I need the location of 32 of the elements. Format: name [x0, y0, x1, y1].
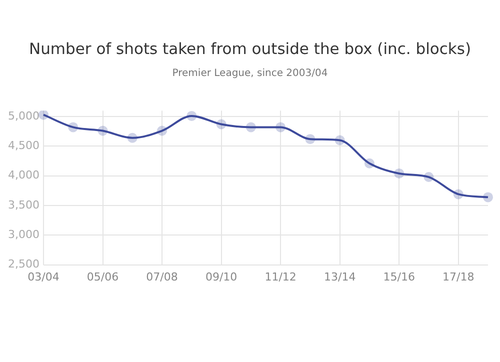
point — [424, 172, 434, 182]
x-tick-label: 09/10 — [205, 270, 238, 284]
point — [246, 122, 256, 132]
point — [216, 119, 226, 130]
point — [68, 122, 78, 132]
y-tick-label: 5,000 — [8, 109, 40, 122]
x-tick-label: 05/06 — [86, 270, 119, 284]
point — [453, 189, 464, 200]
y-tick-label: 3,500 — [8, 198, 40, 212]
point — [98, 126, 108, 136]
x-tick-label: 17/18 — [442, 270, 474, 284]
y-tick-label: 2,500 — [8, 258, 40, 271]
point — [127, 132, 138, 143]
point — [157, 126, 168, 136]
x-tick-label: 03/04 — [28, 270, 60, 284]
y-tick-label: 3,000 — [8, 228, 40, 242]
chart-title: Number of shots taken from outside the box (inc. blocks) — [28, 40, 472, 58]
y-tick-label: 4,500 — [8, 139, 40, 152]
x-tick-label: 13/14 — [324, 270, 356, 284]
x-tick-label: 07/08 — [146, 270, 178, 284]
point — [38, 110, 48, 120]
x-tick-label: 11/12 — [264, 270, 296, 284]
y-tick-label: 4,000 — [8, 168, 40, 182]
point — [394, 168, 404, 178]
chart-subtitle: Premier League, since 2003/04 — [171, 68, 329, 79]
point — [364, 158, 374, 168]
point — [276, 122, 286, 132]
point — [334, 135, 345, 146]
point — [305, 134, 316, 144]
point — [186, 110, 197, 121]
point — [483, 192, 493, 202]
x-tick-label: 15/16 — [383, 270, 415, 284]
